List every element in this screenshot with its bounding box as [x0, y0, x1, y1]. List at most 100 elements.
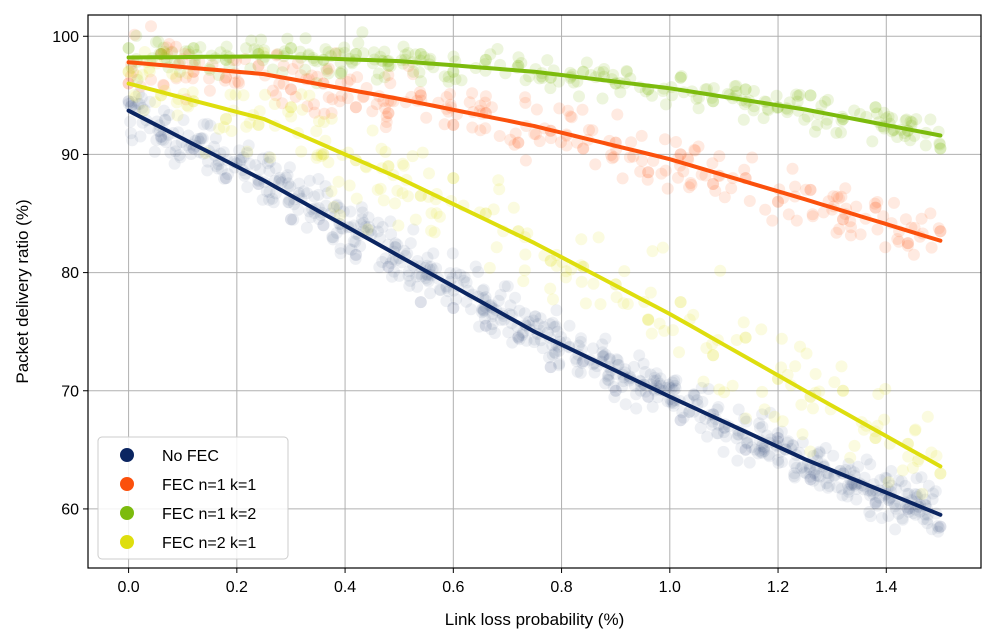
scatter-point	[842, 485, 855, 498]
scatter-point	[546, 316, 559, 329]
scatter-point	[376, 221, 389, 233]
scatter-point	[527, 314, 540, 327]
x-tick-label: 1.0	[659, 579, 681, 596]
scatter-point	[674, 296, 687, 309]
scatter-point	[792, 90, 804, 102]
trend-lines	[126, 54, 943, 517]
scatter-point	[131, 73, 144, 86]
scatter-point	[813, 445, 826, 458]
legend-label: No FEC	[162, 448, 219, 465]
scatter-point	[376, 256, 389, 268]
scatter-point	[775, 332, 788, 345]
scatter-point	[427, 247, 440, 260]
trend-line-2	[126, 60, 943, 243]
scatter-point	[932, 521, 945, 534]
scatter-point	[515, 57, 528, 69]
scatter-point	[487, 203, 500, 216]
scatter-point	[896, 512, 909, 525]
scatter-point	[828, 376, 841, 389]
scatter-point	[303, 89, 316, 102]
scatter-point	[758, 445, 771, 457]
scatter-point	[332, 47, 345, 60]
scatter-point	[148, 145, 161, 158]
scatter-point	[477, 305, 490, 318]
scatter-point	[878, 106, 890, 119]
scatter-point	[919, 493, 932, 506]
scatter-point	[754, 422, 766, 434]
scatter-series-4	[122, 46, 947, 500]
scatter-point	[385, 228, 398, 241]
scatter-point	[650, 367, 663, 380]
scatter-point	[203, 84, 216, 97]
scatter-point	[587, 342, 600, 355]
scatter-point	[374, 232, 387, 245]
scatter-point	[414, 296, 427, 309]
scatter-point	[274, 173, 286, 186]
scatter-point	[203, 72, 216, 85]
scatter-point	[349, 252, 362, 265]
scatter-point	[530, 103, 543, 116]
scatter-point	[281, 32, 294, 45]
scatter-point	[235, 154, 248, 167]
scatter-point	[447, 118, 460, 131]
scatter-point	[775, 361, 788, 374]
scatter-point	[357, 47, 370, 60]
scatter-point	[730, 85, 743, 98]
scatter-point	[844, 464, 857, 477]
scatter-point	[739, 331, 752, 344]
scatter-point	[763, 450, 776, 463]
scatter-point	[553, 357, 566, 370]
scatter-point	[854, 228, 867, 241]
scatter-point	[382, 107, 395, 120]
scatter-point	[224, 88, 237, 101]
scatter-point	[934, 520, 947, 533]
scatter-point	[159, 114, 172, 126]
scatter-point	[628, 360, 640, 373]
scatter-point	[126, 134, 139, 147]
scatter-point	[842, 483, 855, 496]
scatter-point	[596, 346, 609, 359]
scatter-point	[811, 448, 824, 461]
scatter-point	[363, 221, 375, 233]
scatter-point	[283, 161, 296, 174]
scatter-point	[145, 73, 157, 86]
scatter-point	[697, 375, 710, 388]
scatter-point	[212, 158, 225, 171]
scatter-point	[642, 313, 655, 326]
scatter-point	[338, 41, 351, 54]
scatter-point	[163, 109, 176, 121]
scatter-point	[674, 71, 687, 84]
scatter-point	[599, 377, 612, 390]
scatter-point	[484, 48, 497, 61]
x-tick-label: 1.2	[767, 579, 789, 596]
scatter-point	[513, 304, 526, 317]
scatter-point	[301, 187, 314, 200]
scatter-point	[659, 164, 672, 177]
scatter-point	[910, 113, 923, 126]
scatter-point	[327, 201, 340, 214]
scatter-point	[599, 348, 612, 361]
scatter-point	[548, 346, 561, 359]
scatter-point	[479, 291, 492, 304]
scatter-point	[208, 140, 221, 153]
scatter-point	[692, 102, 705, 115]
scatter-point	[504, 133, 517, 146]
scatter-point	[124, 115, 137, 128]
scatter-point	[166, 67, 179, 80]
scatter-point	[594, 298, 607, 311]
scatter-point	[182, 100, 195, 113]
scatter-point	[772, 432, 784, 444]
scatter-point	[533, 135, 546, 148]
scatter-point	[548, 321, 561, 333]
scatter-point	[168, 157, 181, 170]
scatter-point	[892, 474, 905, 487]
scatter-point	[545, 132, 557, 145]
scatter-point	[666, 324, 679, 337]
scatter-point	[460, 276, 473, 289]
scatter-point	[891, 131, 904, 143]
scatter-point	[821, 113, 834, 126]
scatter-point	[334, 242, 347, 255]
scatter-point	[906, 116, 918, 129]
scatter-point	[602, 374, 615, 387]
